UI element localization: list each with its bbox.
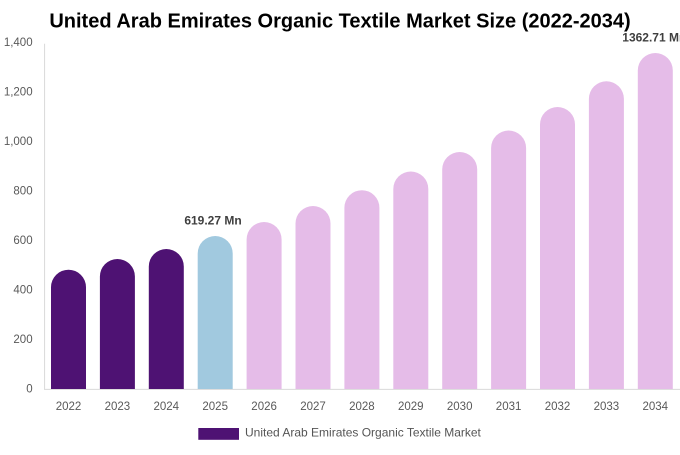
svg-text:400: 400 [13, 285, 32, 297]
svg-text:1,400: 1,400 [4, 37, 33, 49]
svg-text:2033: 2033 [594, 401, 620, 413]
svg-text:2034: 2034 [643, 401, 669, 413]
svg-text:2026: 2026 [251, 401, 277, 413]
svg-text:1,000: 1,000 [4, 136, 33, 148]
svg-text:2031: 2031 [496, 401, 522, 413]
svg-text:United Arab Emirates Organic T: United Arab Emirates Organic Textile Mar… [245, 425, 482, 439]
svg-text:United Arab Emirates Organic T: United Arab Emirates Organic Textile Mar… [49, 10, 630, 32]
svg-text:2028: 2028 [349, 401, 375, 413]
svg-text:800: 800 [13, 186, 32, 198]
svg-text:2023: 2023 [105, 401, 131, 413]
svg-text:2027: 2027 [300, 401, 326, 413]
svg-text:619.27 Mn: 619.27 Mn [184, 213, 241, 227]
svg-text:2029: 2029 [398, 401, 424, 413]
svg-text:1,200: 1,200 [4, 87, 33, 99]
svg-text:2024: 2024 [154, 401, 180, 413]
svg-text:2025: 2025 [202, 401, 228, 413]
svg-text:2022: 2022 [56, 401, 82, 413]
svg-text:0: 0 [26, 384, 32, 396]
svg-text:2030: 2030 [447, 401, 473, 413]
svg-text:200: 200 [13, 334, 32, 346]
svg-text:1362.71 Mn: 1362.71 Mn [622, 30, 680, 44]
svg-text:600: 600 [13, 235, 32, 247]
svg-text:2032: 2032 [545, 401, 571, 413]
